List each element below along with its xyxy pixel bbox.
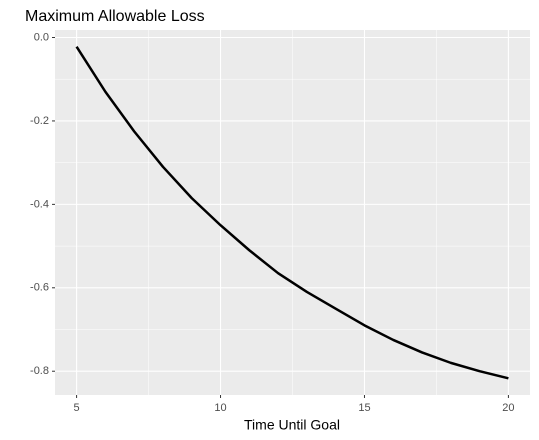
y-tick-label: -0.4 xyxy=(30,198,49,210)
y-tick-label: -0.8 xyxy=(30,365,49,377)
y-tick-label: 0.0 xyxy=(34,31,49,43)
x-tick-label: 15 xyxy=(358,402,370,414)
x-tick-label: 10 xyxy=(214,402,226,414)
x-tick-label: 20 xyxy=(502,402,514,414)
line xyxy=(75,46,509,380)
x-axis-label: Time Until Goal xyxy=(244,417,340,433)
y-tick-label: -0.2 xyxy=(30,115,49,127)
x-tick-label: 5 xyxy=(74,402,80,414)
y-tick-label: -0.6 xyxy=(30,282,49,294)
chart-title: Maximum Allowable Loss xyxy=(25,8,205,25)
